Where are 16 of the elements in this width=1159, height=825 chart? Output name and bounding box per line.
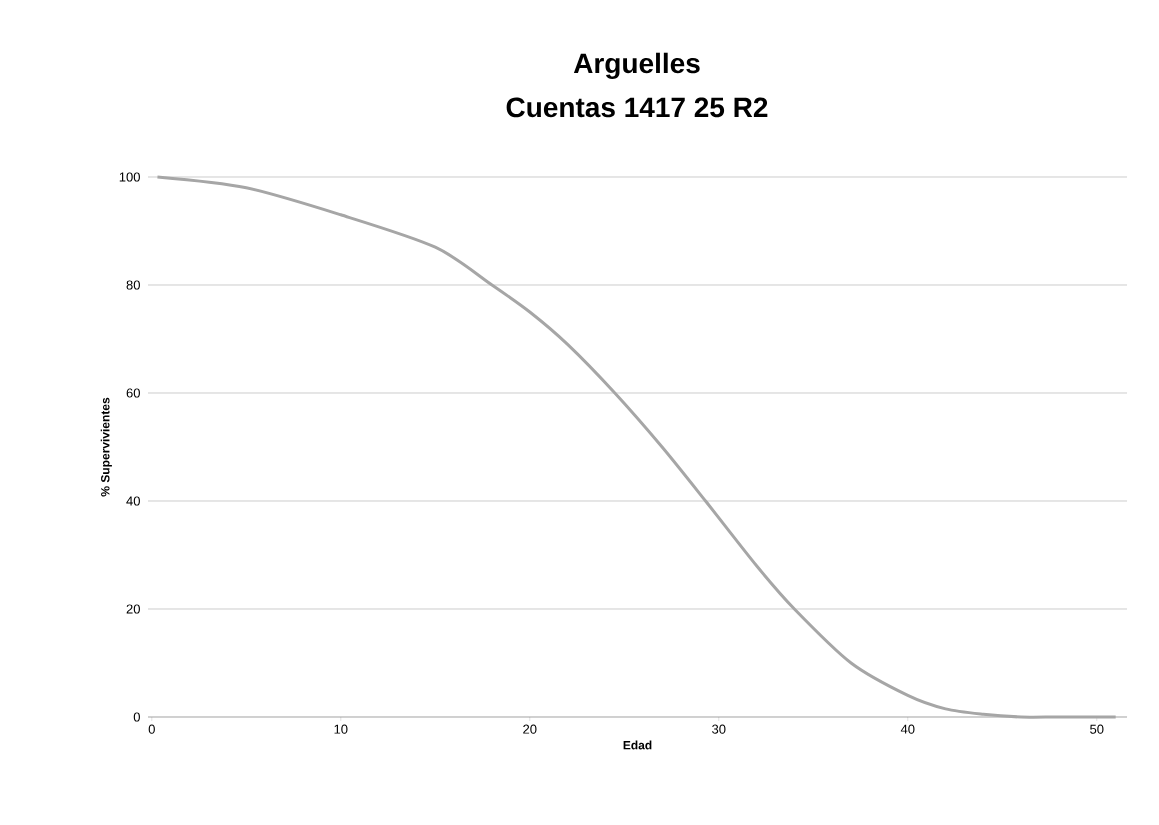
y-tick-label: 60 bbox=[126, 388, 140, 398]
x-tick-label: 40 bbox=[900, 724, 915, 734]
y-tick-label: 80 bbox=[126, 280, 140, 290]
y-tick-label: 100 bbox=[119, 172, 140, 182]
x-axis-title: Edad bbox=[623, 740, 652, 750]
y-tick-label: 0 bbox=[133, 712, 140, 722]
y-tick-label: 40 bbox=[126, 496, 140, 506]
y-tick-label: 20 bbox=[126, 604, 140, 614]
x-tick-label: 0 bbox=[148, 724, 155, 734]
x-tick-label: 30 bbox=[712, 724, 726, 734]
line-series bbox=[155, 175, 1118, 719]
y-axis-title: % Supervivientes bbox=[100, 397, 112, 497]
chart-title: Arguelles Cuentas 1417 25 R2 bbox=[506, 52, 768, 118]
x-tick-label: 50 bbox=[1090, 724, 1104, 734]
x-tick-label: 20 bbox=[523, 724, 537, 734]
x-tick-label: 10 bbox=[334, 724, 348, 734]
